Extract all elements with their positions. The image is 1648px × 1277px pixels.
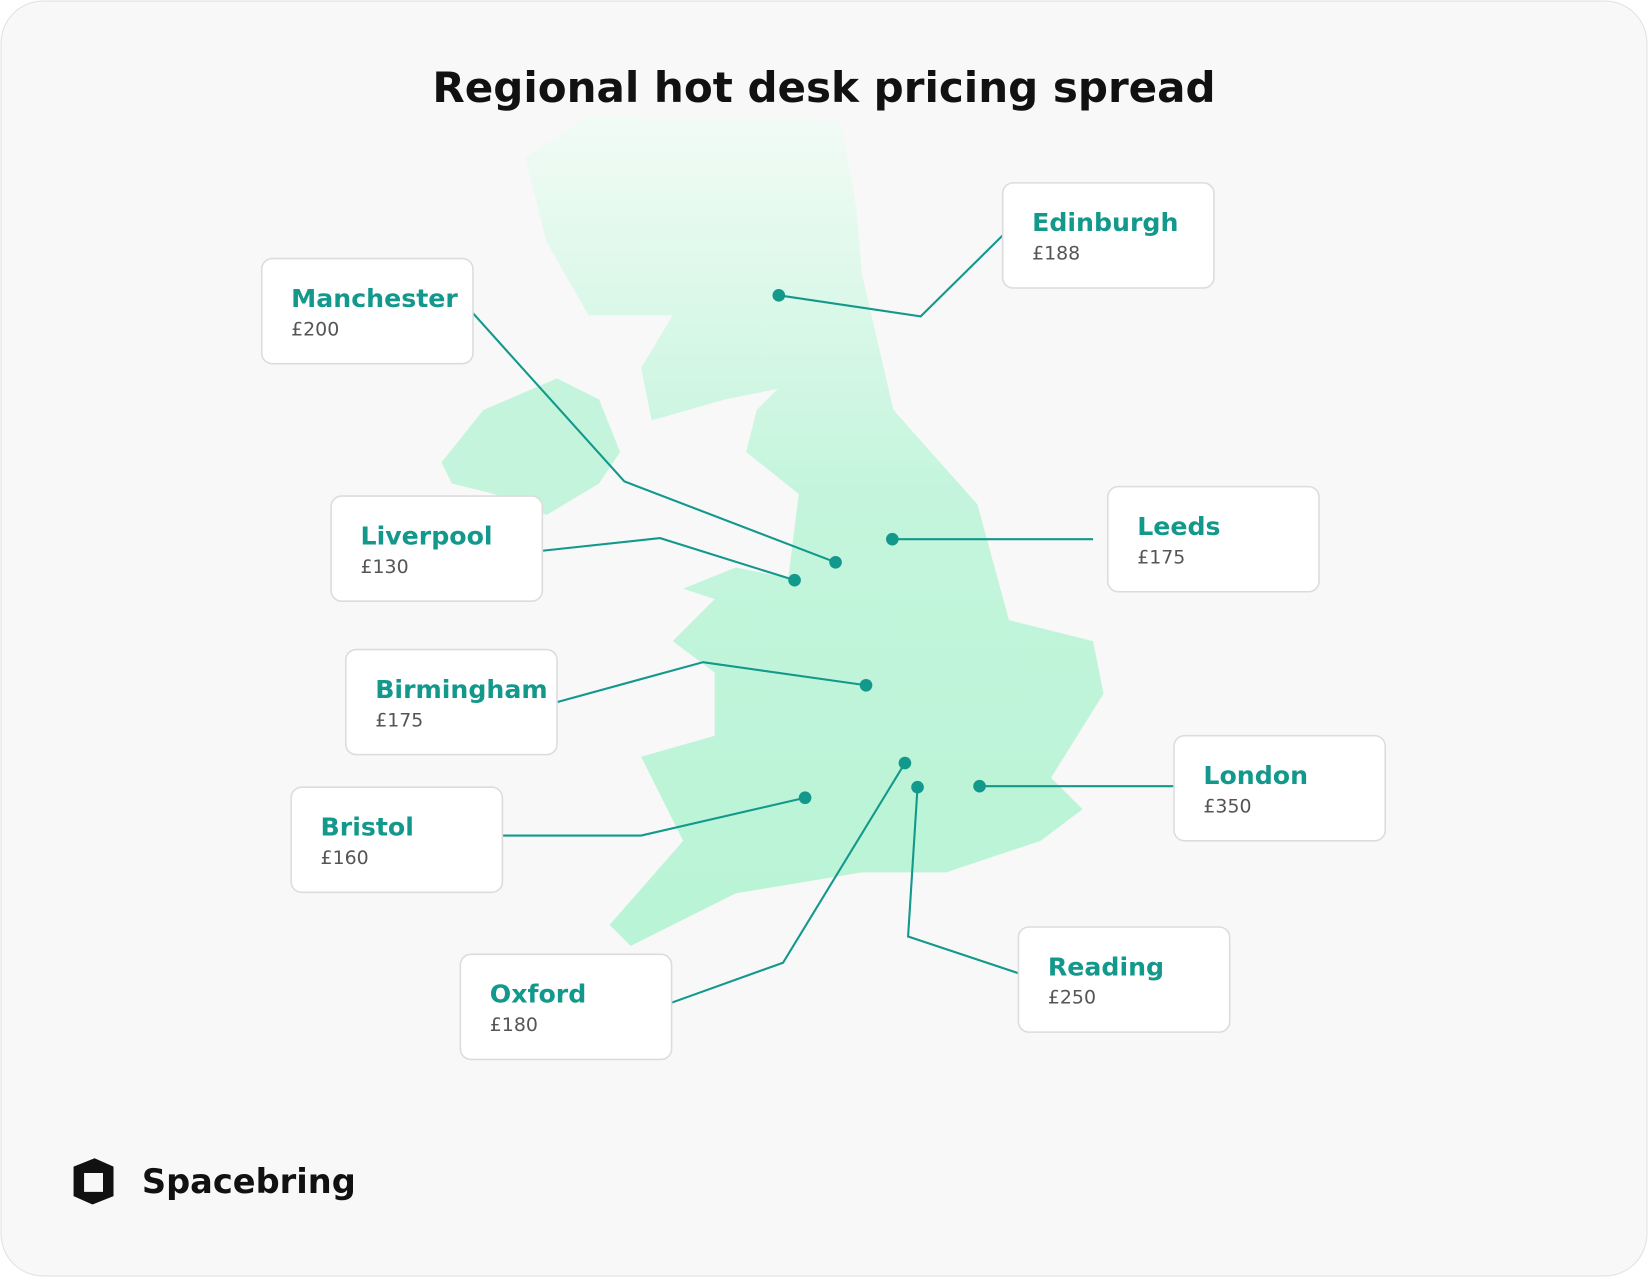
leader-line [472,312,836,564]
city-box [1001,182,1215,289]
city-name: Reading [1048,952,1164,981]
leader-line [542,537,795,582]
city-box [344,648,558,756]
brand-name: Spacebring [142,1162,356,1201]
city-callout: Oxford £180 [459,756,912,1061]
city-dot [772,289,786,302]
leader-line [502,796,806,837]
city-price: £188 [1032,243,1080,265]
title: Regional hot desk pricing spread [432,63,1215,112]
city-dot [859,678,873,692]
city-box [1017,926,1231,1033]
city-price: £130 [361,556,409,578]
city-name: Edinburgh [1032,208,1178,237]
city-callout: Leeds £175 [886,485,1320,593]
city-dot [829,555,842,569]
city-price: £175 [375,709,423,731]
city-price: £350 [1203,795,1251,817]
city-dot [898,756,912,770]
city-callout: Bristol £160 [290,786,812,894]
brand-logo [73,1158,114,1205]
map-northern-ireland [441,378,621,516]
map-great-britain [525,115,1104,946]
city-price: £200 [291,318,339,340]
city-name: Bristol [321,813,414,842]
city-price: £250 [1048,987,1096,1009]
city-box [330,495,544,602]
city-callouts: Edinburgh £188 Manchester £200 Liverpool £130… [260,182,1387,1061]
city-dot [886,532,899,546]
city-name: Oxford [490,980,587,1009]
city-name: Leeds [1137,512,1220,541]
city-box [290,786,504,894]
city-price: £160 [321,847,369,869]
city-dot [798,791,812,805]
leader-line [778,234,1004,318]
leader-line [671,762,906,1004]
city-price: £175 [1137,546,1185,568]
leader-line [906,787,1019,975]
city-price: £180 [490,1014,538,1036]
city-name: Manchester [291,284,458,313]
city-name: Liverpool [361,521,493,550]
city-name: Birmingham [375,675,547,704]
city-box [1106,485,1320,593]
city-name: London [1203,761,1308,790]
city-dot [911,780,924,794]
leader-line [556,661,867,704]
city-dot [788,573,801,587]
city-callout: Reading £250 [906,780,1231,1033]
city-callout: London £350 [973,734,1387,842]
city-callout: Manchester £200 [260,257,842,569]
city-dot [973,779,986,793]
city-callout: Liverpool £130 [330,495,801,602]
city-box [260,257,474,365]
city-callout: Edinburgh £188 [772,182,1215,318]
city-callout: Birmingham £175 [344,648,873,756]
city-box [459,953,673,1061]
city-box [1173,734,1387,842]
